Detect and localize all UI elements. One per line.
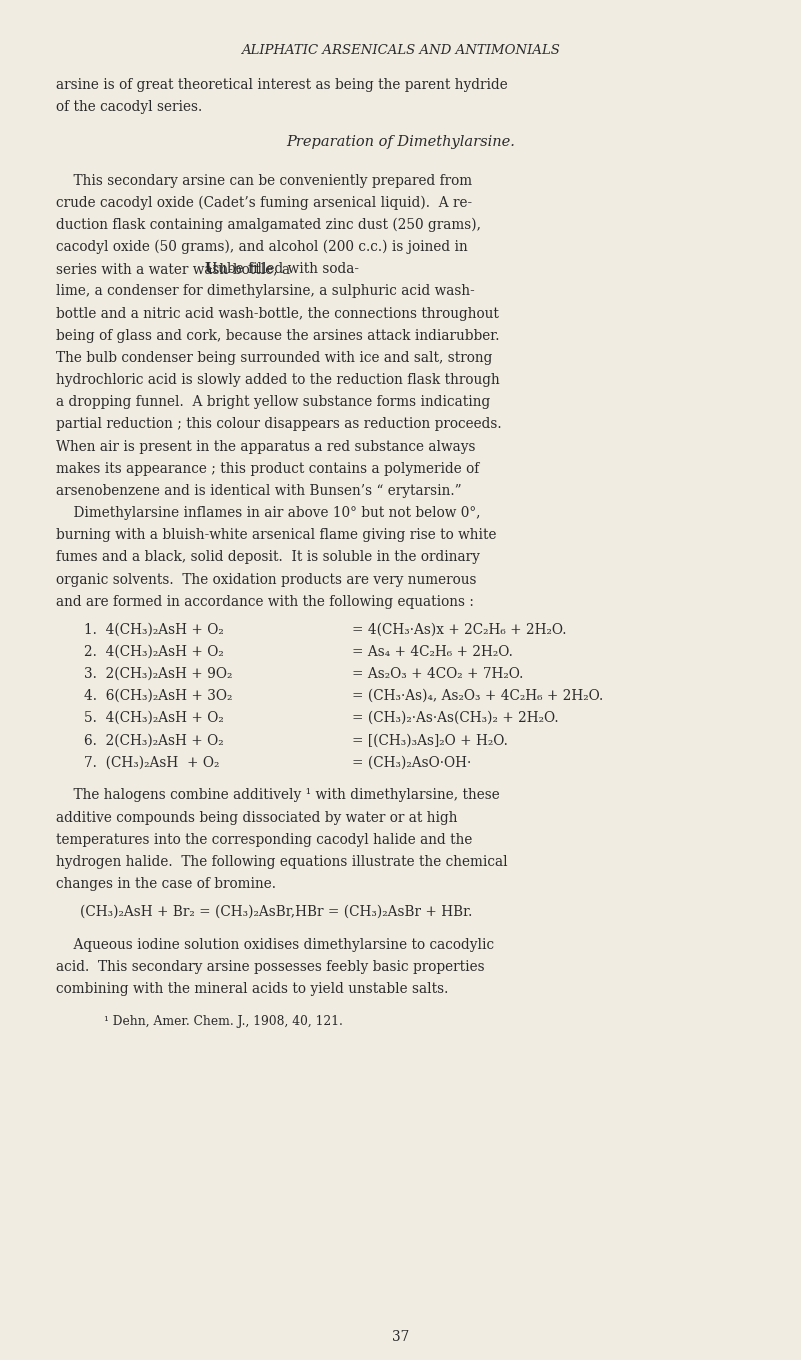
Text: 1.  4(CH₃)₂AsH + O₂: 1. 4(CH₃)₂AsH + O₂	[84, 623, 223, 636]
Text: a dropping funnel.  A bright yellow substance forms indicating: a dropping funnel. A bright yellow subst…	[56, 396, 490, 409]
Text: 7.  (CH₃)₂AsH  + O₂: 7. (CH₃)₂AsH + O₂	[84, 755, 219, 770]
Text: burning with a bluish-white arsenical flame giving rise to white: burning with a bluish-white arsenical fl…	[56, 528, 497, 543]
Text: = (CH₃·As)₄, As₂O₃ + 4C₂H₆ + 2H₂O.: = (CH₃·As)₄, As₂O₃ + 4C₂H₆ + 2H₂O.	[352, 688, 604, 703]
Text: -tube filled with soda-: -tube filled with soda-	[208, 262, 360, 276]
Text: 6.  2(CH₃)₂AsH + O₂: 6. 2(CH₃)₂AsH + O₂	[84, 733, 223, 747]
Text: This secondary arsine can be conveniently prepared from: This secondary arsine can be convenientl…	[56, 174, 473, 188]
Text: partial reduction ; this colour disappears as reduction proceeds.: partial reduction ; this colour disappea…	[56, 418, 501, 431]
Text: bottle and a nitric acid wash-bottle, the connections throughout: bottle and a nitric acid wash-bottle, th…	[56, 306, 499, 321]
Text: fumes and a black, solid deposit.  It is soluble in the ordinary: fumes and a black, solid deposit. It is …	[56, 551, 480, 564]
Text: crude cacodyl oxide (Cadet’s fuming arsenical liquid).  A re-: crude cacodyl oxide (Cadet’s fuming arse…	[56, 196, 473, 209]
Text: duction flask containing amalgamated zinc dust (250 grams),: duction flask containing amalgamated zin…	[56, 218, 481, 233]
Text: = (CH₃)₂AsO·OH·: = (CH₃)₂AsO·OH·	[352, 755, 472, 770]
Text: = 4(CH₃·As)x + 2C₂H₆ + 2H₂O.: = 4(CH₃·As)x + 2C₂H₆ + 2H₂O.	[352, 623, 567, 636]
Text: cacodyl oxide (50 grams), and alcohol (200 c.c.) is joined in: cacodyl oxide (50 grams), and alcohol (2…	[56, 239, 468, 254]
Text: arsine is of great theoretical interest as being the parent hydride: arsine is of great theoretical interest …	[56, 78, 508, 91]
Text: The bulb condenser being surrounded with ice and salt, strong: The bulb condenser being surrounded with…	[56, 351, 493, 364]
Text: 5.  4(CH₃)₂AsH + O₂: 5. 4(CH₃)₂AsH + O₂	[84, 711, 223, 725]
Text: and are formed in accordance with the following equations :: and are formed in accordance with the fo…	[56, 594, 474, 609]
Text: 4.  6(CH₃)₂AsH + 3O₂: 4. 6(CH₃)₂AsH + 3O₂	[84, 688, 232, 703]
Text: additive compounds being dissociated by water or at high: additive compounds being dissociated by …	[56, 811, 457, 824]
Text: Preparation of Dimethylarsine.: Preparation of Dimethylarsine.	[286, 136, 515, 150]
Text: ALIPHATIC ARSENICALS AND ANTIMONIALS: ALIPHATIC ARSENICALS AND ANTIMONIALS	[241, 44, 560, 57]
Text: acid.  This secondary arsine possesses feebly basic properties: acid. This secondary arsine possesses fe…	[56, 960, 485, 974]
Text: = As₂O₃ + 4CO₂ + 7H₂O.: = As₂O₃ + 4CO₂ + 7H₂O.	[352, 666, 524, 680]
Text: = (CH₃)₂·As·As(CH₃)₂ + 2H₂O.: = (CH₃)₂·As·As(CH₃)₂ + 2H₂O.	[352, 711, 559, 725]
Text: 3.  2(CH₃)₂AsH + 9O₂: 3. 2(CH₃)₂AsH + 9O₂	[84, 666, 232, 680]
Text: hydrogen halide.  The following equations illustrate the chemical: hydrogen halide. The following equations…	[56, 855, 508, 869]
Text: makes its appearance ; this product contains a polymeride of: makes its appearance ; this product cont…	[56, 461, 479, 476]
Text: Dimethylarsine inflames in air above 10° but not below 0°,: Dimethylarsine inflames in air above 10°…	[56, 506, 481, 520]
Text: 37: 37	[392, 1330, 409, 1344]
Text: organic solvents.  The oxidation products are very numerous: organic solvents. The oxidation products…	[56, 573, 477, 586]
Text: changes in the case of bromine.: changes in the case of bromine.	[56, 877, 276, 891]
Text: hydrochloric acid is slowly added to the reduction flask through: hydrochloric acid is slowly added to the…	[56, 373, 500, 388]
Text: U: U	[204, 262, 216, 276]
Text: combining with the mineral acids to yield unstable salts.: combining with the mineral acids to yiel…	[56, 982, 449, 996]
Text: 2.  4(CH₃)₂AsH + O₂: 2. 4(CH₃)₂AsH + O₂	[84, 645, 223, 658]
Text: = As₄ + 4C₂H₆ + 2H₂O.: = As₄ + 4C₂H₆ + 2H₂O.	[352, 645, 513, 658]
Text: temperatures into the corresponding cacodyl halide and the: temperatures into the corresponding caco…	[56, 832, 473, 847]
Text: being of glass and cork, because the arsines attack indiarubber.: being of glass and cork, because the ars…	[56, 329, 500, 343]
Text: of the cacodyl series.: of the cacodyl series.	[56, 99, 203, 114]
Text: lime, a condenser for dimethylarsine, a sulphuric acid wash-: lime, a condenser for dimethylarsine, a …	[56, 284, 475, 298]
Text: ¹ Dehn, Amer. Chem. J., 1908, 40, 121.: ¹ Dehn, Amer. Chem. J., 1908, 40, 121.	[104, 1015, 343, 1028]
Text: (CH₃)₂AsH + Br₂ = (CH₃)₂AsBr,HBr = (CH₃)₂AsBr + HBr.: (CH₃)₂AsH + Br₂ = (CH₃)₂AsBr,HBr = (CH₃)…	[80, 904, 473, 918]
Text: arsenobenzene and is identical with Bunsen’s “ erytarsin.”: arsenobenzene and is identical with Buns…	[56, 484, 461, 498]
Text: Aqueous iodine solution oxidises dimethylarsine to cacodylic: Aqueous iodine solution oxidises dimethy…	[56, 937, 494, 952]
Text: When air is present in the apparatus a red substance always: When air is present in the apparatus a r…	[56, 439, 476, 453]
Text: series with a water wash-bottle, a: series with a water wash-bottle, a	[56, 262, 295, 276]
Text: = [(CH₃)₃As]₂O + H₂O.: = [(CH₃)₃As]₂O + H₂O.	[352, 733, 509, 747]
Text: The halogens combine additively ¹ with dimethylarsine, these: The halogens combine additively ¹ with d…	[56, 789, 500, 802]
